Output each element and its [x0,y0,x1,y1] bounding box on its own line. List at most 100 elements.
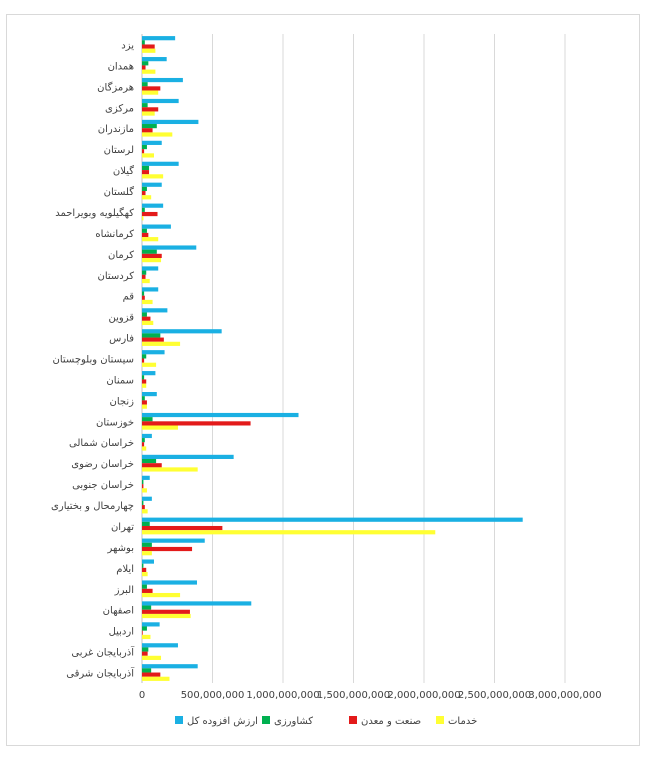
category-label: چهارمحال و بختیاری [51,501,134,512]
bar [142,588,153,593]
bar [142,144,147,150]
bar [142,299,153,305]
bar [142,584,147,589]
bar [142,98,179,104]
category-label: البرز [114,585,134,596]
bar [142,186,147,192]
category-label: خراسان جنوبی [72,480,134,491]
bar [142,258,162,263]
x-tick-label: 2,500,000,000 [458,690,531,701]
bar [142,400,147,405]
bar [142,500,144,506]
category-label: بوشهر [107,543,134,554]
bar [142,542,152,547]
bar [142,195,152,200]
bar [142,467,198,472]
category-label: اردبیل [109,627,134,638]
bar [142,572,148,577]
bar [142,333,161,338]
category-label: مرکزی [105,103,134,114]
category-label: سیستان وبلوچستان [52,355,134,366]
bar [142,609,190,614]
bar [142,362,157,367]
legend-label: صنعت و معدن [361,716,421,727]
category-label: همدان [108,61,134,72]
bar [142,651,148,656]
bar [142,454,234,459]
bar [142,128,153,133]
bar [142,392,157,397]
bar [142,329,222,334]
bar [142,65,146,70]
bar [142,287,159,292]
legend-label: خدمات [448,716,477,727]
category-label: کرمانشاه [95,229,134,240]
category-label: یزد [121,40,134,51]
bar [142,647,149,652]
bar [142,228,147,233]
bar [142,165,150,171]
bar [142,86,161,91]
bar [142,433,152,439]
category-label: لرستان [104,145,134,156]
bar [142,107,159,112]
bar [142,232,149,238]
category-label: آذربایجان شرقی [66,667,135,680]
bar [142,191,146,196]
bar [142,668,152,673]
bar [142,132,173,137]
bar [142,170,150,175]
bar [142,521,150,526]
category-label: قزوین [108,313,134,324]
bar [142,216,144,221]
bar [142,211,158,217]
bar [142,634,151,640]
bar [142,613,191,619]
bar [142,626,147,631]
bar [142,546,193,552]
category-label: سمنان [106,375,134,386]
legend-label: ارزش افزوده کل [187,716,258,727]
category-label: گیلان [113,165,134,177]
category-label: خراسان شمالی [69,438,134,449]
bar [142,605,152,610]
bar [142,425,178,430]
bar [142,149,145,154]
bar [142,458,157,464]
bar [142,664,198,669]
bar [142,337,164,342]
bar [142,676,170,681]
bar [142,530,436,535]
bar [142,396,145,401]
bar [142,295,145,300]
bar [142,140,162,145]
bar [142,559,154,564]
x-tick-label: 3,000,000,000 [528,690,601,701]
chart-frame [6,14,640,746]
category-label: هرمزگان [97,81,134,93]
bar [142,525,223,531]
bar [142,592,181,598]
category-label: مازندران [98,124,134,135]
bar [142,358,145,363]
bar [142,488,147,493]
bar [142,44,155,49]
bar [142,203,164,208]
category-label: آذربایجان غربی [71,646,135,659]
bar [142,119,199,125]
bar [142,417,153,422]
bar [142,253,162,259]
bar [142,270,147,275]
x-tick-label: 1,500,000,000 [317,690,390,701]
bar [142,475,150,480]
bar [142,224,171,229]
bar [142,316,151,321]
x-tick-label: 2,000,000,000 [387,690,460,701]
category-label: خوزستان [96,417,134,428]
bar [142,61,149,66]
bar [142,354,147,359]
legend-swatch [262,716,270,724]
bar [142,320,154,326]
bar [142,442,145,447]
